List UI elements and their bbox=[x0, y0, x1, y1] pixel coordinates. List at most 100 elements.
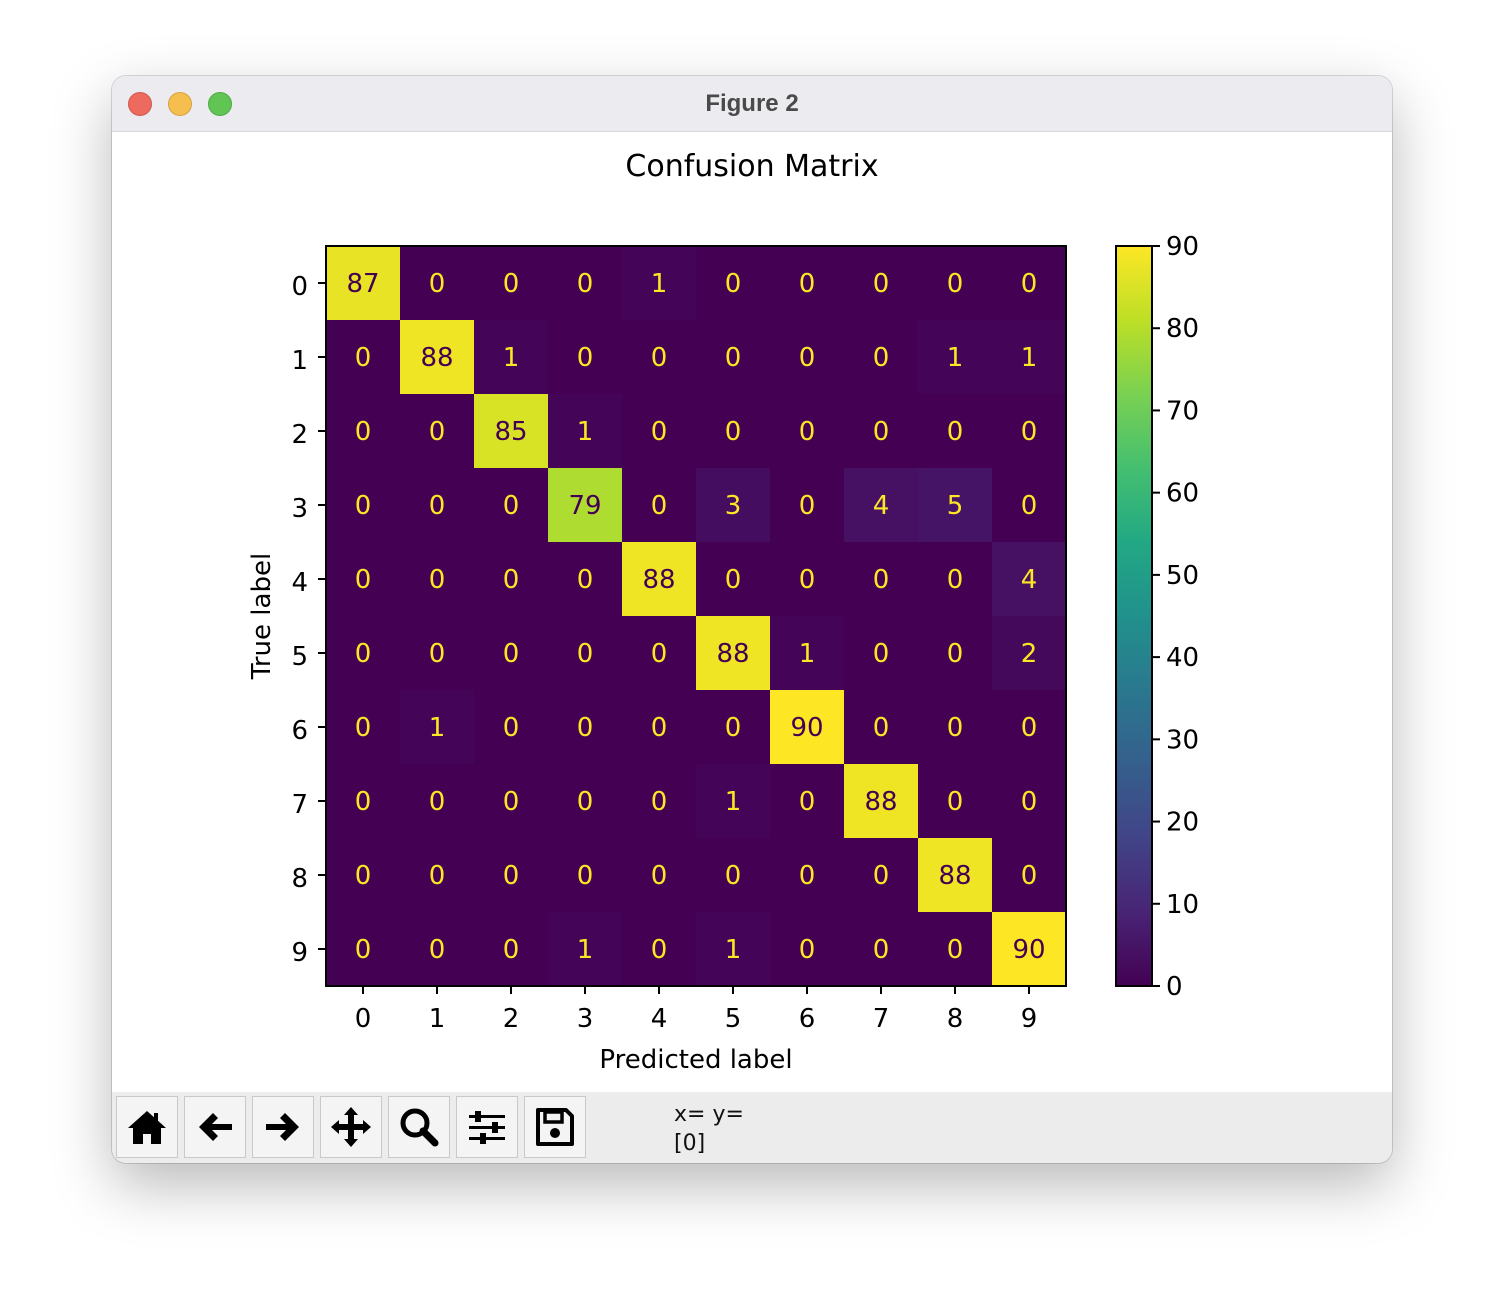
heatmap-cell bbox=[992, 394, 1067, 469]
cell-value-label: 0 bbox=[725, 713, 742, 743]
heatmap-cell bbox=[918, 468, 993, 543]
configure-subplots-button[interactable] bbox=[456, 1096, 518, 1158]
heatmap-cell bbox=[992, 468, 1067, 543]
heatmap-cell bbox=[326, 320, 401, 395]
heatmap-cell bbox=[548, 690, 623, 765]
chart-title: Confusion Matrix bbox=[625, 149, 878, 184]
x-tick-label: 4 bbox=[651, 1004, 668, 1034]
heatmap-cell bbox=[548, 246, 623, 321]
cell-value-label: 0 bbox=[1021, 417, 1038, 447]
cell-value-label: 0 bbox=[725, 861, 742, 891]
heatmap-cell bbox=[400, 542, 475, 617]
heatmap-cell bbox=[992, 542, 1067, 617]
title-bar: Figure 2 bbox=[112, 76, 1392, 132]
heatmap-cell bbox=[400, 468, 475, 543]
cell-value-label: 0 bbox=[799, 935, 816, 965]
heatmap-cell bbox=[400, 912, 475, 987]
heatmap-cell bbox=[918, 912, 993, 987]
heatmap-cell bbox=[770, 912, 845, 987]
minimize-window-button[interactable] bbox=[168, 92, 192, 116]
cell-value-label: 88 bbox=[716, 639, 749, 669]
heatmap-cell bbox=[622, 690, 697, 765]
heatmap-cell bbox=[622, 838, 697, 913]
heatmap-cell bbox=[622, 764, 697, 839]
cell-value-label: 0 bbox=[799, 343, 816, 373]
forward-button[interactable] bbox=[252, 1096, 314, 1158]
cell-value-label: 0 bbox=[799, 269, 816, 299]
colorbar-tick-label: 50 bbox=[1166, 561, 1199, 591]
cell-value-label: 5 bbox=[947, 491, 964, 521]
cursor-coordinates: x= y= [0] bbox=[674, 1100, 744, 1158]
y-tick-label: 2 bbox=[291, 420, 308, 450]
heatmap-cell bbox=[918, 690, 993, 765]
pan-button[interactable] bbox=[320, 1096, 382, 1158]
cell-value-label: 0 bbox=[947, 935, 964, 965]
zoom-window-button[interactable] bbox=[208, 92, 232, 116]
cell-value-label: 0 bbox=[429, 861, 446, 891]
heatmap-cell bbox=[474, 764, 549, 839]
heatmap-cell bbox=[696, 394, 771, 469]
heatmap-cell bbox=[696, 468, 771, 543]
save-button[interactable] bbox=[524, 1096, 586, 1158]
heatmap-cell bbox=[548, 616, 623, 691]
cell-value-label: 0 bbox=[947, 787, 964, 817]
back-button[interactable] bbox=[184, 1096, 246, 1158]
heatmap-cell bbox=[622, 394, 697, 469]
cell-value-label: 0 bbox=[355, 713, 372, 743]
colorbar-tick-label: 30 bbox=[1166, 725, 1199, 755]
cell-value-label: 1 bbox=[651, 269, 668, 299]
home-button[interactable] bbox=[116, 1096, 178, 1158]
cell-value-label: 0 bbox=[577, 269, 594, 299]
cell-value-label: 88 bbox=[642, 565, 675, 595]
cell-value-label: 0 bbox=[1021, 713, 1038, 743]
cell-value-label: 4 bbox=[873, 491, 890, 521]
heatmap-cell bbox=[770, 468, 845, 543]
cell-value-label: 0 bbox=[355, 417, 372, 447]
heatmap-cell bbox=[400, 616, 475, 691]
figure-canvas[interactable]: Confusion Matrix 87 0 0 0 1 0 0 0 0 0 0 88 1 0 0 0 0 0 1 1 0… bbox=[112, 132, 1392, 1092]
heatmap-cell bbox=[326, 838, 401, 913]
cell-value-label: 0 bbox=[799, 861, 816, 891]
y-tick-label: 5 bbox=[291, 642, 308, 672]
heatmap-cell bbox=[770, 542, 845, 617]
heatmap-cell bbox=[326, 468, 401, 543]
cell-value-label: 0 bbox=[873, 417, 890, 447]
navigation-toolbar: x= y= [0] bbox=[112, 1092, 1392, 1163]
heatmap-cell bbox=[326, 764, 401, 839]
cell-value-label: 0 bbox=[873, 269, 890, 299]
magnifier-icon bbox=[400, 1108, 439, 1147]
colorbar-tick-label: 40 bbox=[1166, 643, 1199, 673]
coords-value-readout: [0] bbox=[674, 1131, 706, 1156]
zoom-button[interactable] bbox=[388, 1096, 450, 1158]
x-axis-label: Predicted label bbox=[599, 1045, 792, 1075]
cell-value-label: 85 bbox=[494, 417, 527, 447]
heatmap-cell bbox=[548, 764, 623, 839]
y-tick-label: 3 bbox=[291, 494, 308, 524]
close-window-button[interactable] bbox=[128, 92, 152, 116]
cell-value-label: 0 bbox=[651, 935, 668, 965]
y-tick-label: 6 bbox=[291, 716, 308, 746]
heatmap-cell bbox=[918, 616, 993, 691]
x-tick-label: 8 bbox=[947, 1004, 964, 1034]
heatmap-cell bbox=[844, 394, 919, 469]
x-tick-label: 3 bbox=[577, 1004, 594, 1034]
cell-value-label: 1 bbox=[725, 787, 742, 817]
cell-value-label: 0 bbox=[873, 343, 890, 373]
cell-value-label: 0 bbox=[947, 639, 964, 669]
cell-value-label: 0 bbox=[503, 787, 520, 817]
cell-value-label: 0 bbox=[651, 417, 668, 447]
cell-value-label: 0 bbox=[1021, 491, 1038, 521]
y-tick-label: 1 bbox=[291, 346, 308, 376]
heatmap-cell bbox=[474, 246, 549, 321]
heatmap-cell bbox=[992, 764, 1067, 839]
heatmap-cell bbox=[918, 320, 993, 395]
heatmap-cell bbox=[918, 246, 993, 321]
heatmap-cell bbox=[400, 320, 475, 395]
cell-value-label: 0 bbox=[503, 935, 520, 965]
cell-value-label: 0 bbox=[799, 491, 816, 521]
heatmap-cell bbox=[622, 468, 697, 543]
heatmap-cell bbox=[474, 468, 549, 543]
cell-value-label: 0 bbox=[725, 343, 742, 373]
heatmap-cell bbox=[548, 468, 623, 543]
cell-value-label: 1 bbox=[1021, 343, 1038, 373]
